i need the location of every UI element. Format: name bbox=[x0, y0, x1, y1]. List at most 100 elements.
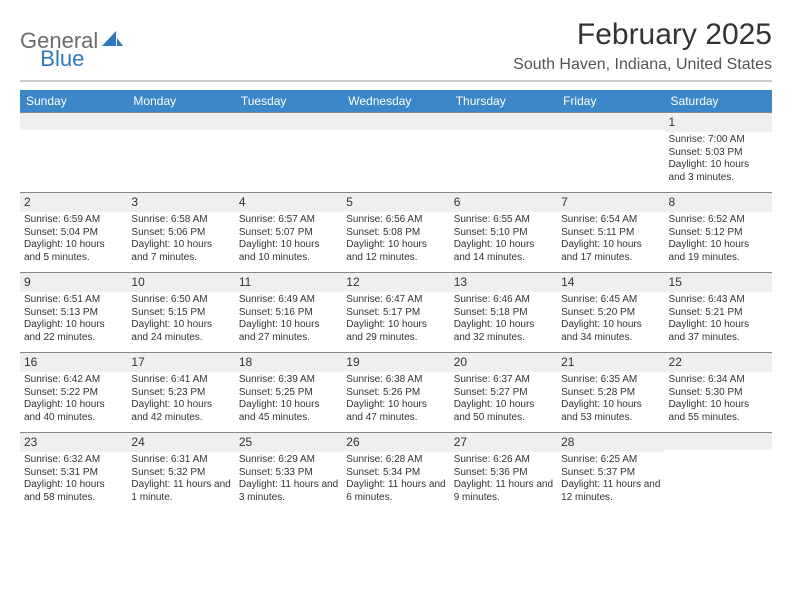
day-cell: 10Sunrise: 6:50 AMSunset: 5:15 PMDayligh… bbox=[127, 272, 234, 352]
daylight-text: Daylight: 10 hours and 19 minutes. bbox=[669, 239, 768, 264]
day-cell: 27Sunrise: 6:26 AMSunset: 5:36 PMDayligh… bbox=[450, 432, 557, 512]
day-number: 15 bbox=[665, 272, 772, 292]
day-cell: 23Sunrise: 6:32 AMSunset: 5:31 PMDayligh… bbox=[20, 432, 127, 512]
sunrise-text: Sunrise: 6:58 AM bbox=[131, 214, 230, 227]
sunset-text: Sunset: 5:28 PM bbox=[561, 387, 660, 400]
daylight-text: Daylight: 10 hours and 24 minutes. bbox=[131, 319, 230, 344]
day-number: 2 bbox=[20, 192, 127, 212]
sunrise-text: Sunrise: 6:49 AM bbox=[239, 294, 338, 307]
sunset-text: Sunset: 5:08 PM bbox=[346, 227, 445, 240]
sunset-text: Sunset: 5:13 PM bbox=[24, 307, 123, 320]
sunset-text: Sunset: 5:03 PM bbox=[669, 147, 768, 160]
sunset-text: Sunset: 5:11 PM bbox=[561, 227, 660, 240]
sunrise-text: Sunrise: 6:56 AM bbox=[346, 214, 445, 227]
day-cell: 28Sunrise: 6:25 AMSunset: 5:37 PMDayligh… bbox=[557, 432, 664, 512]
day-number: 22 bbox=[665, 352, 772, 372]
dow-tuesday: Tuesday bbox=[235, 94, 342, 108]
day-cell bbox=[557, 112, 664, 192]
day-number: 1 bbox=[665, 112, 772, 132]
day-number: 19 bbox=[342, 352, 449, 372]
sunset-text: Sunset: 5:22 PM bbox=[24, 387, 123, 400]
sunrise-text: Sunrise: 6:29 AM bbox=[239, 454, 338, 467]
week-row: 16Sunrise: 6:42 AMSunset: 5:22 PMDayligh… bbox=[20, 352, 772, 432]
day-number: 18 bbox=[235, 352, 342, 372]
daylight-text: Daylight: 11 hours and 6 minutes. bbox=[346, 479, 445, 504]
month-title: February 2025 bbox=[513, 18, 772, 52]
day-number: 5 bbox=[342, 192, 449, 212]
day-cell bbox=[235, 112, 342, 192]
daylight-text: Daylight: 10 hours and 32 minutes. bbox=[454, 319, 553, 344]
day-number: 7 bbox=[557, 192, 664, 212]
sunset-text: Sunset: 5:31 PM bbox=[24, 467, 123, 480]
sunset-text: Sunset: 5:23 PM bbox=[131, 387, 230, 400]
empty-day bbox=[20, 112, 127, 130]
sunset-text: Sunset: 5:30 PM bbox=[669, 387, 768, 400]
sunrise-text: Sunrise: 6:51 AM bbox=[24, 294, 123, 307]
dow-thursday: Thursday bbox=[450, 94, 557, 108]
sunrise-text: Sunrise: 6:34 AM bbox=[669, 374, 768, 387]
week-row: 9Sunrise: 6:51 AMSunset: 5:13 PMDaylight… bbox=[20, 272, 772, 352]
day-number: 4 bbox=[235, 192, 342, 212]
daylight-text: Daylight: 10 hours and 29 minutes. bbox=[346, 319, 445, 344]
sunrise-text: Sunrise: 6:28 AM bbox=[346, 454, 445, 467]
sunrise-text: Sunrise: 6:43 AM bbox=[669, 294, 768, 307]
day-number: 25 bbox=[235, 432, 342, 452]
logo: General Blue bbox=[20, 18, 172, 54]
daylight-text: Daylight: 10 hours and 10 minutes. bbox=[239, 239, 338, 264]
sunrise-text: Sunrise: 6:25 AM bbox=[561, 454, 660, 467]
logo-word-blue: Blue bbox=[40, 46, 84, 72]
day-number: 27 bbox=[450, 432, 557, 452]
day-cell: 2Sunrise: 6:59 AMSunset: 5:04 PMDaylight… bbox=[20, 192, 127, 272]
daylight-text: Daylight: 10 hours and 12 minutes. bbox=[346, 239, 445, 264]
day-number: 28 bbox=[557, 432, 664, 452]
daylight-text: Daylight: 10 hours and 14 minutes. bbox=[454, 239, 553, 264]
empty-day bbox=[235, 112, 342, 130]
sunset-text: Sunset: 5:04 PM bbox=[24, 227, 123, 240]
daylight-text: Daylight: 10 hours and 27 minutes. bbox=[239, 319, 338, 344]
sunrise-text: Sunrise: 7:00 AM bbox=[669, 134, 768, 147]
day-cell: 16Sunrise: 6:42 AMSunset: 5:22 PMDayligh… bbox=[20, 352, 127, 432]
sunset-text: Sunset: 5:12 PM bbox=[669, 227, 768, 240]
day-cell: 24Sunrise: 6:31 AMSunset: 5:32 PMDayligh… bbox=[127, 432, 234, 512]
sunrise-text: Sunrise: 6:47 AM bbox=[346, 294, 445, 307]
sunset-text: Sunset: 5:15 PM bbox=[131, 307, 230, 320]
sunrise-text: Sunrise: 6:46 AM bbox=[454, 294, 553, 307]
week-row: 23Sunrise: 6:32 AMSunset: 5:31 PMDayligh… bbox=[20, 432, 772, 512]
sunset-text: Sunset: 5:17 PM bbox=[346, 307, 445, 320]
sunrise-text: Sunrise: 6:37 AM bbox=[454, 374, 553, 387]
day-cell: 4Sunrise: 6:57 AMSunset: 5:07 PMDaylight… bbox=[235, 192, 342, 272]
day-cell: 3Sunrise: 6:58 AMSunset: 5:06 PMDaylight… bbox=[127, 192, 234, 272]
day-cell: 18Sunrise: 6:39 AMSunset: 5:25 PMDayligh… bbox=[235, 352, 342, 432]
day-cell: 17Sunrise: 6:41 AMSunset: 5:23 PMDayligh… bbox=[127, 352, 234, 432]
empty-day bbox=[557, 112, 664, 130]
dow-saturday: Saturday bbox=[665, 94, 772, 108]
sunset-text: Sunset: 5:06 PM bbox=[131, 227, 230, 240]
sunset-text: Sunset: 5:10 PM bbox=[454, 227, 553, 240]
day-cell: 14Sunrise: 6:45 AMSunset: 5:20 PMDayligh… bbox=[557, 272, 664, 352]
sunset-text: Sunset: 5:21 PM bbox=[669, 307, 768, 320]
location-text: South Haven, Indiana, United States bbox=[513, 56, 772, 74]
day-cell: 15 Sunrise: 6:43 AMSunset: 5:21 PMDayligh… bbox=[665, 272, 772, 352]
daylight-text: Daylight: 10 hours and 34 minutes. bbox=[561, 319, 660, 344]
dow-wednesday: Wednesday bbox=[342, 94, 449, 108]
calendar-page: General Blue February 2025 South Haven, … bbox=[0, 0, 792, 512]
dow-friday: Friday bbox=[557, 94, 664, 108]
day-cell bbox=[665, 432, 772, 512]
day-number: 20 bbox=[450, 352, 557, 372]
daylight-text: Daylight: 10 hours and 37 minutes. bbox=[669, 319, 768, 344]
day-number: 6 bbox=[450, 192, 557, 212]
day-cell: 19Sunrise: 6:38 AMSunset: 5:26 PMDayligh… bbox=[342, 352, 449, 432]
day-number: 13 bbox=[450, 272, 557, 292]
sunset-text: Sunset: 5:32 PM bbox=[131, 467, 230, 480]
day-cell: 12Sunrise: 6:47 AMSunset: 5:17 PMDayligh… bbox=[342, 272, 449, 352]
daylight-text: Daylight: 10 hours and 53 minutes. bbox=[561, 399, 660, 424]
sunrise-text: Sunrise: 6:39 AM bbox=[239, 374, 338, 387]
sunrise-text: Sunrise: 6:59 AM bbox=[24, 214, 123, 227]
sunrise-text: Sunrise: 6:32 AM bbox=[24, 454, 123, 467]
day-cell: 21Sunrise: 6:35 AMSunset: 5:28 PMDayligh… bbox=[557, 352, 664, 432]
day-number: 17 bbox=[127, 352, 234, 372]
daylight-text: Daylight: 11 hours and 3 minutes. bbox=[239, 479, 338, 504]
day-number: 21 bbox=[557, 352, 664, 372]
day-number: 24 bbox=[127, 432, 234, 452]
sunset-text: Sunset: 5:07 PM bbox=[239, 227, 338, 240]
